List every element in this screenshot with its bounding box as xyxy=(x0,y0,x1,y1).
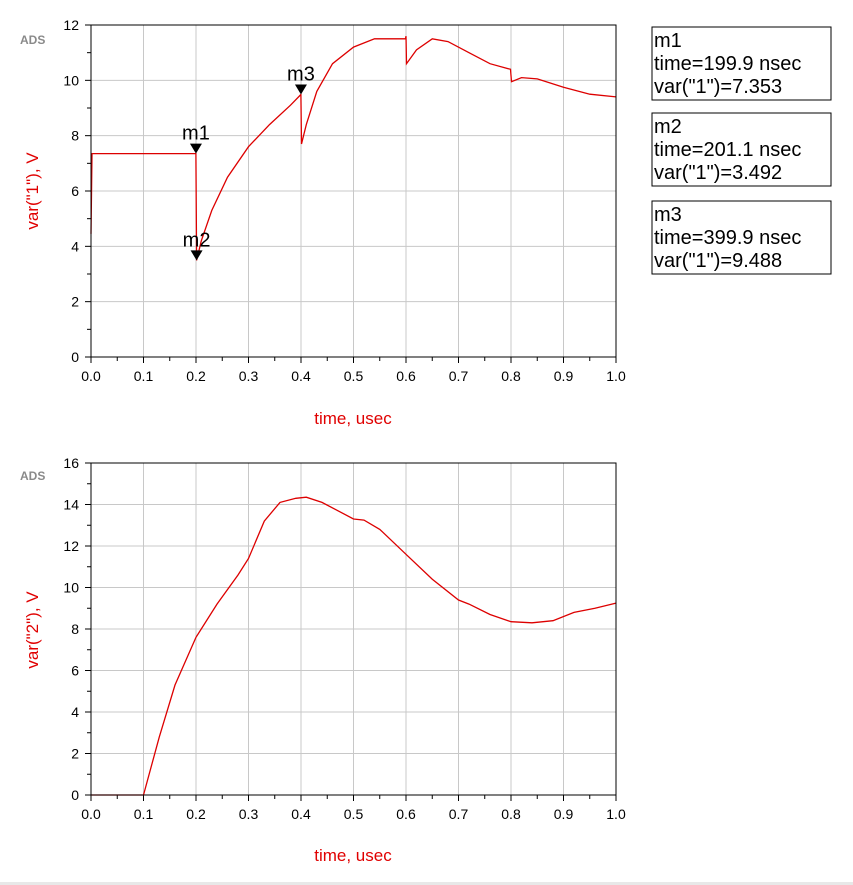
plot1-ticks: 0.0 0.1 0.2 0.3 0.4 0.5 0.6 0.7 0.8 0.9 1.0 0 2 4 6 8 10… xyxy=(63,17,626,384)
readout-m1-name: m1 xyxy=(654,30,682,52)
x-tick-label: 0.7 xyxy=(449,806,469,822)
readout-m1-value: var("1")=7.353 xyxy=(654,76,782,98)
plot1-trace xyxy=(90,35,617,261)
plot1-markers: m1 m2 m3 xyxy=(182,63,315,261)
x-tick-label: 0.4 xyxy=(291,806,311,822)
x-tick-label: 0.4 xyxy=(291,368,311,384)
marker-m3-triangle[interactable] xyxy=(294,84,307,95)
plot2-ticks: 0.0 0.1 0.2 0.3 0.4 0.5 0.6 0.7 0.8 0.9 1.0 0 2 4 6 8 10… xyxy=(63,455,626,822)
plot2-grid xyxy=(90,462,617,796)
readout-m3-box xyxy=(651,200,832,275)
y-tick-label: 12 xyxy=(63,538,79,554)
x-tick-label: 0.9 xyxy=(554,806,574,822)
readout-m1[interactable]: m1 time=199.9 nsec var("1")=7.353 xyxy=(651,26,832,101)
y-tick-label: 2 xyxy=(71,294,79,310)
ads-badge: ADS xyxy=(20,33,45,47)
readout-m3-time: time=399.9 nsec xyxy=(654,227,801,249)
marker-m3-label: m3 xyxy=(287,63,315,85)
plot1-grid xyxy=(90,24,617,358)
x-tick-label: 0.1 xyxy=(134,368,154,384)
y-tick-label: 14 xyxy=(63,497,79,513)
y-tick-label: 6 xyxy=(71,663,79,679)
x-tick-label: 1.0 xyxy=(606,806,626,822)
readout-m2[interactable]: m2 time=201.1 nsec var("1")=3.492 xyxy=(651,112,832,187)
readout-m1-box xyxy=(651,26,832,101)
y-tick-label: 6 xyxy=(71,183,79,199)
x-tick-label: 0.1 xyxy=(134,806,154,822)
readout-m2-value: var("1")=3.492 xyxy=(654,162,782,184)
x-tick-label: 0.8 xyxy=(501,806,521,822)
x-tick-label: 0.5 xyxy=(344,368,364,384)
x-tick-label: 0.3 xyxy=(239,368,259,384)
plot2-frame xyxy=(90,462,617,796)
plot2-ylabel: var("2"), V xyxy=(23,591,42,669)
x-tick-label: 0.2 xyxy=(186,368,206,384)
y-tick-label: 4 xyxy=(71,704,79,720)
readout-m2-box xyxy=(651,112,832,187)
x-tick-label: 1.0 xyxy=(606,368,626,384)
y-tick-label: 2 xyxy=(71,746,79,762)
x-tick-label: 0.6 xyxy=(396,368,416,384)
y-tick-label: 16 xyxy=(63,455,79,471)
ads-badge-2: ADS xyxy=(20,469,45,483)
x-tick-label: 0.6 xyxy=(396,806,416,822)
x-tick-label: 0.2 xyxy=(186,806,206,822)
readout-m1-time: time=199.9 nsec xyxy=(654,53,801,75)
readout-m3-value: var("1")=9.488 xyxy=(654,250,782,272)
x-tick-label: 0.0 xyxy=(81,368,101,384)
x-tick-label: 0.0 xyxy=(81,806,101,822)
x-tick-label: 0.5 xyxy=(344,806,364,822)
series-line xyxy=(90,35,617,261)
plot-var2: ADS 0.0 0.1 0.2 0.3 0.4 0.5 0.6 0.7 0.8 0.9 1.0 0 2 4… xyxy=(20,455,626,865)
marker-readouts: m1 time=199.9 nsec var("1")=7.353 m2 tim… xyxy=(651,26,832,275)
marker-m2-triangle[interactable] xyxy=(190,250,203,261)
plot-var1: ADS 0.0 0.1 0.2 0.3 0.4 0.5 0.6 0.7 0.8 0.9 1.0 0 2 4… xyxy=(20,17,626,428)
plot1-frame xyxy=(90,24,617,358)
plot1-ylabel: var("1"), V xyxy=(23,152,42,230)
readout-m2-name: m2 xyxy=(654,116,682,138)
marker-m2-label: m2 xyxy=(183,229,211,251)
y-tick-label: 0 xyxy=(71,787,79,803)
readout-m2-time: time=201.1 nsec xyxy=(654,139,801,161)
y-tick-label: 4 xyxy=(71,238,79,254)
y-tick-label: 12 xyxy=(63,17,79,33)
readout-m3-name: m3 xyxy=(654,204,682,226)
marker-m1-label: m1 xyxy=(182,123,210,145)
x-tick-label: 0.3 xyxy=(239,806,259,822)
series-line xyxy=(91,496,617,796)
plot2-xlabel: time, usec xyxy=(314,846,392,865)
marker-m1-triangle[interactable] xyxy=(189,143,202,154)
x-tick-label: 0.8 xyxy=(501,368,521,384)
readout-m3[interactable]: m3 time=399.9 nsec var("1")=9.488 xyxy=(651,200,832,275)
y-tick-label: 8 xyxy=(71,621,79,637)
bottom-edge xyxy=(0,882,853,885)
y-tick-label: 0 xyxy=(71,349,79,365)
y-tick-label: 10 xyxy=(63,72,79,88)
x-tick-label: 0.7 xyxy=(449,368,469,384)
plot2-trace xyxy=(91,496,617,796)
plot1-xlabel: time, usec xyxy=(314,409,392,428)
y-tick-label: 10 xyxy=(63,580,79,596)
y-tick-label: 8 xyxy=(71,128,79,144)
x-tick-label: 0.9 xyxy=(554,368,574,384)
